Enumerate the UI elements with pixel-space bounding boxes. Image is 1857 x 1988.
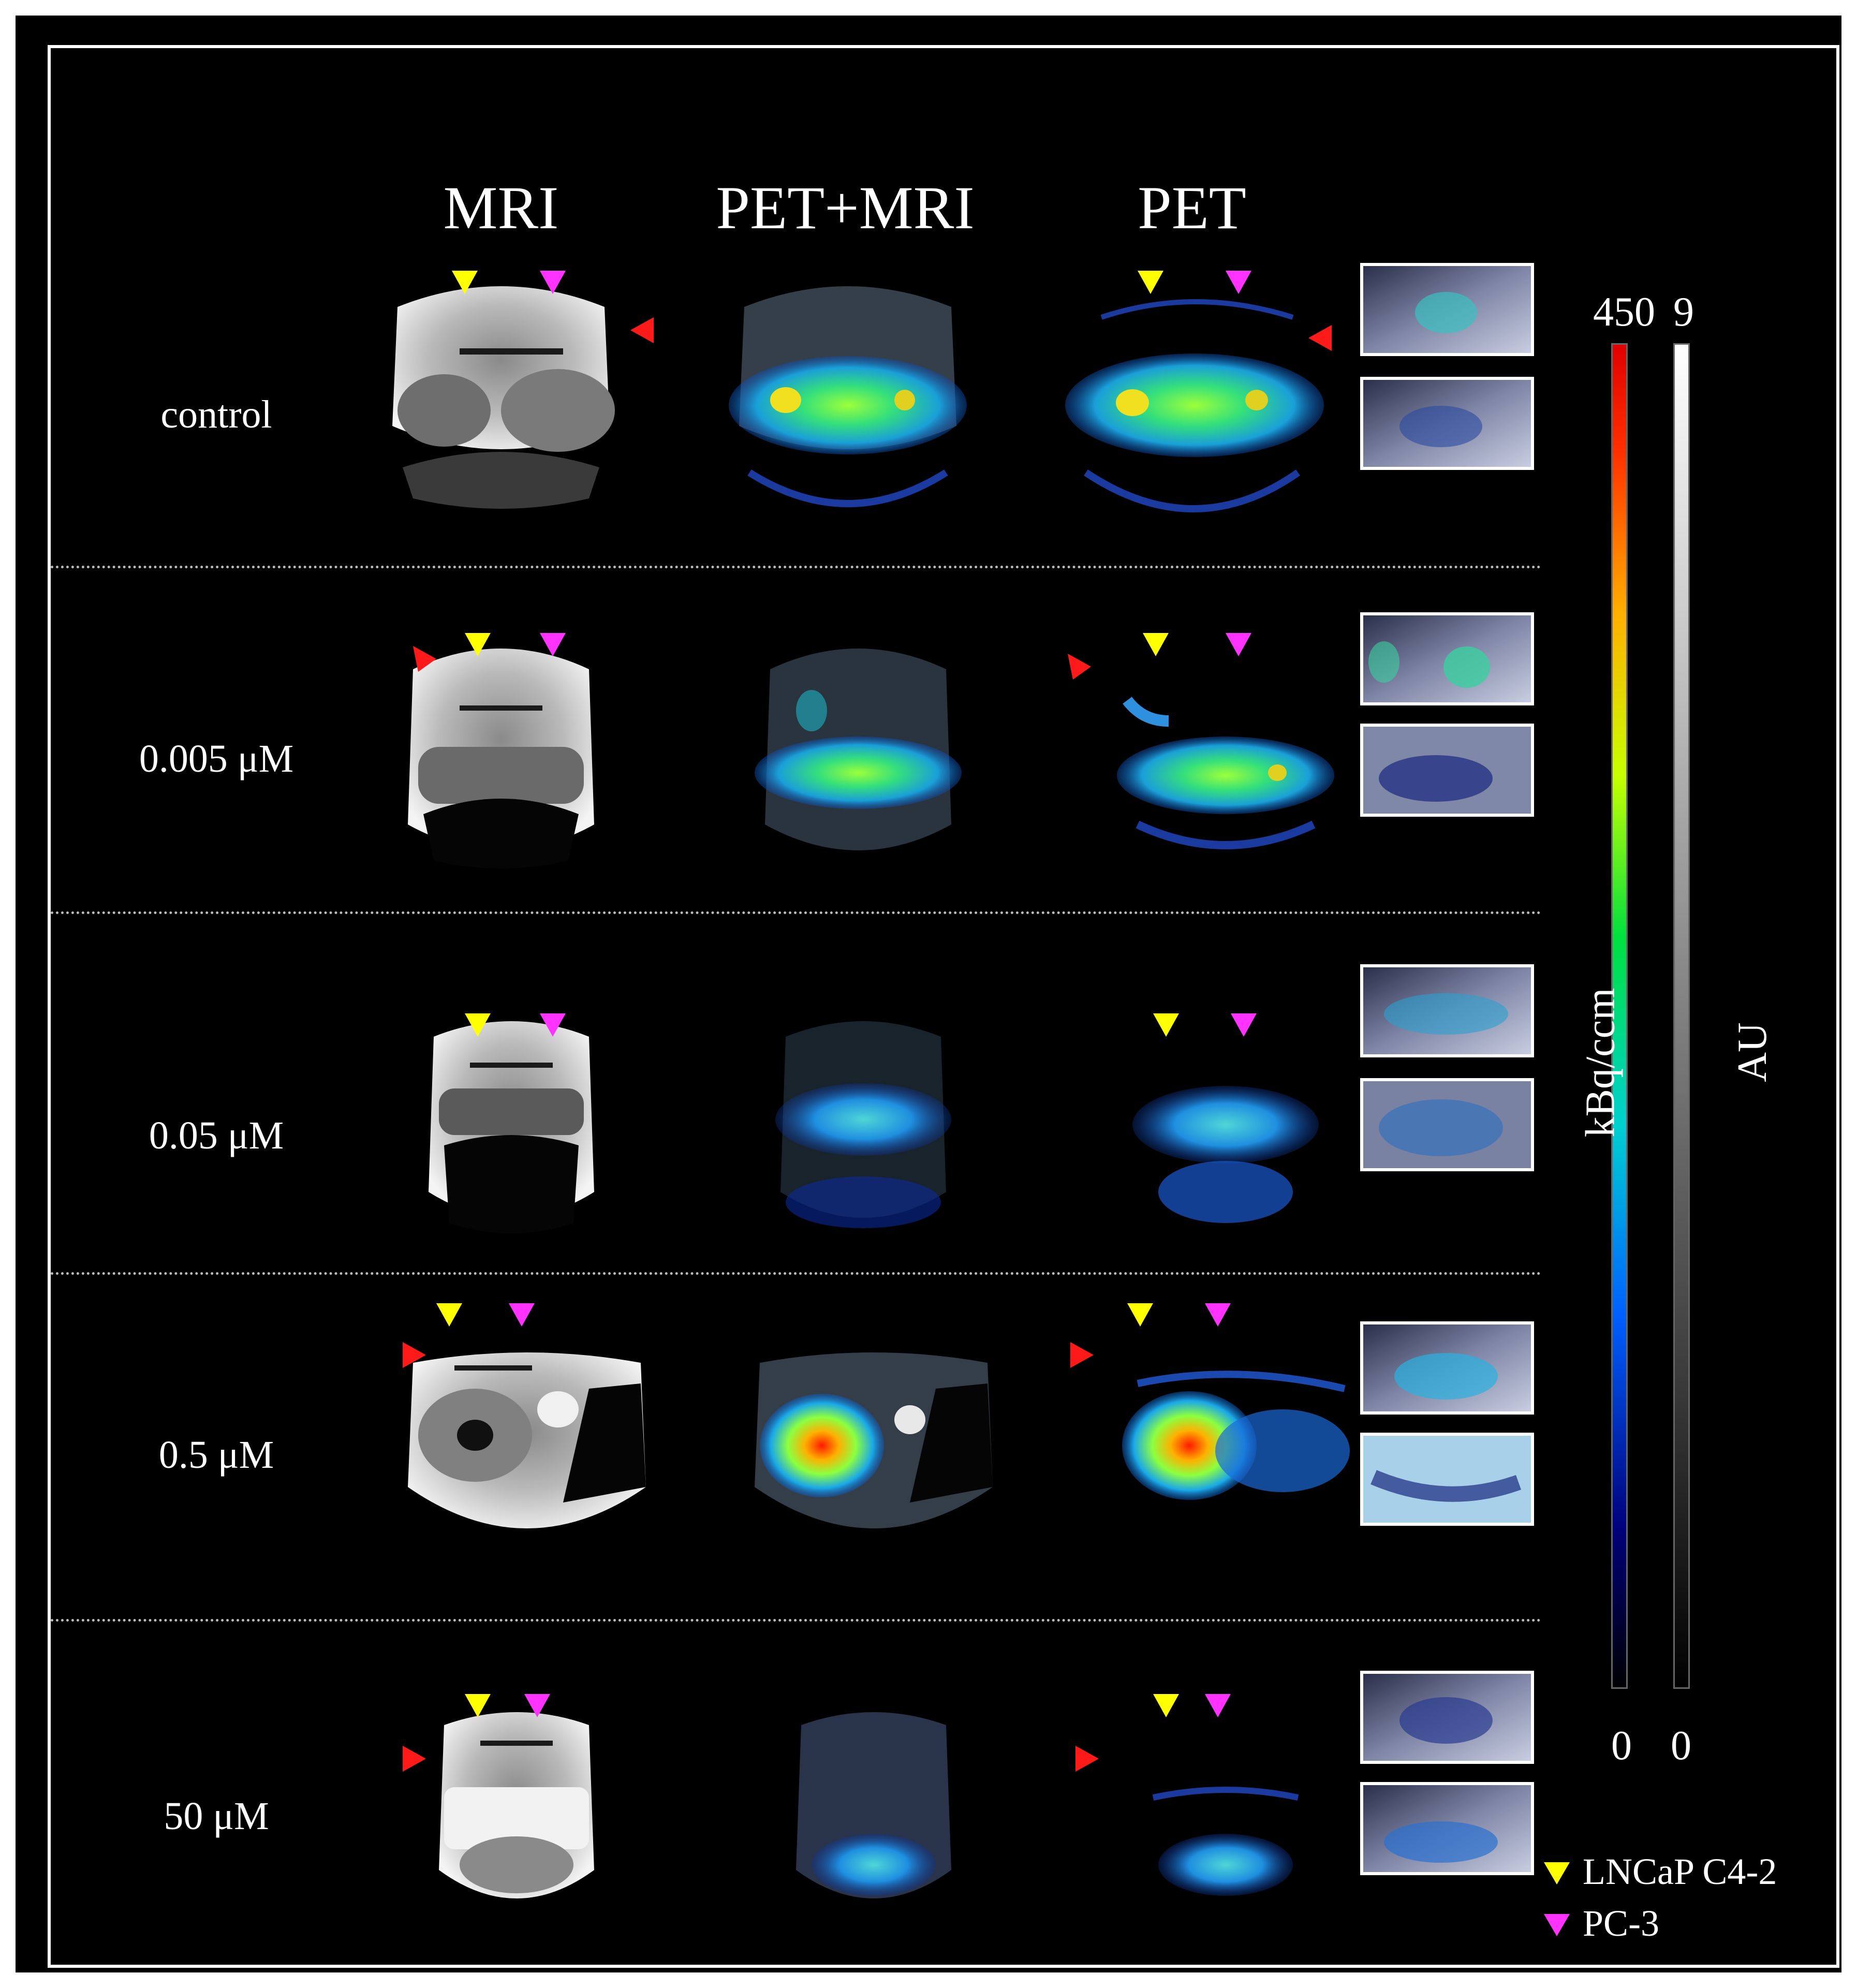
legend-yellow-marker-icon [1544,1862,1570,1884]
pet-scan-0-05 [1132,1086,1319,1223]
colorbar-mri-max-label: 9 [1673,289,1694,335]
column-heading-pet-mri: PET+MRI [716,174,975,242]
red-marker-icon [630,317,654,343]
mri-scan-0-5 [408,1352,646,1528]
red-marker-icon [413,646,436,672]
magenta-marker-icon [524,1694,550,1717]
pet-scan-control [1065,299,1324,512]
row-label-0-5: 0.5 μM [158,1433,274,1477]
magenta-marker-icon [1205,1694,1231,1717]
red-marker-icon [1070,1342,1094,1368]
pet-mri-scan-0-05 [775,1021,951,1228]
yellow-marker-icon [436,1303,462,1327]
mri-scan-control [392,286,615,509]
colorbar-mri-title: AU [1729,1022,1775,1082]
thumbnail-0-5-bottom [1360,1433,1534,1526]
red-marker-icon [1308,325,1332,351]
pet-mri-scan-0-005 [755,649,962,850]
column-heading-pet: PET [1138,174,1246,242]
legend-magenta-marker-icon [1544,1914,1570,1936]
red-marker-icon [1068,654,1091,680]
colorbar-pet-title: kBq/ccm [1578,988,1624,1138]
row-label-control: control [160,393,272,436]
colorbar-pet [1611,343,1628,1689]
thumbnail-0-005-bottom [1360,724,1534,817]
thumbnail-control-top [1360,263,1534,356]
magenta-marker-icon [1226,633,1251,656]
colorbar-pet-max-label: 450 [1593,289,1655,335]
thumbnail-0-005-top [1360,612,1534,705]
magenta-marker-icon [1226,271,1251,294]
yellow-marker-icon [1153,1694,1179,1717]
mri-scan-50 [439,1712,594,1898]
pet-scan-0-005 [1117,697,1334,849]
yellow-marker-icon [465,1694,491,1717]
pet-mri-scan-50 [796,1712,951,1898]
thumbnail-0-05-bottom [1360,1078,1534,1171]
magenta-marker-icon [540,271,566,294]
row-divider [51,1619,1541,1622]
yellow-marker-icon [1143,633,1169,656]
yellow-marker-icon [1127,1303,1153,1327]
red-marker-icon [403,1342,426,1368]
thumbnail-50-bottom [1360,1782,1534,1875]
yellow-marker-icon [1138,271,1163,294]
row-label-0-05: 0.05 μM [149,1114,284,1157]
pet-mri-scan-0-5 [755,1352,993,1528]
yellow-marker-icon [465,1013,491,1037]
row-divider [51,911,1541,914]
magenta-marker-icon [509,1303,535,1327]
colorbar-pet-min-label: 0 [1611,1723,1632,1769]
magenta-marker-icon [540,633,566,656]
red-marker-icon [1075,1746,1099,1772]
pet-mri-scan-control [729,286,967,507]
colorbar-mri [1673,343,1690,1689]
row-label-0-005: 0.005 μM [139,737,294,781]
marker-layer [403,271,1332,1772]
yellow-marker-icon [452,271,478,294]
row-label-50: 50 μM [164,1794,269,1838]
yellow-marker-icon [465,633,491,656]
row-divider [51,566,1541,568]
magenta-marker-icon [1205,1303,1231,1327]
figure-frame: MRI PET+MRI PET control 0.005 μM 0.05 μM… [16,16,1841,1972]
thumbnail-control-bottom [1360,377,1534,470]
colorbar-mri-min-label: 0 [1671,1723,1691,1769]
red-marker-icon [403,1746,426,1772]
magenta-marker-icon [540,1013,566,1037]
figure-panel: MRI PET+MRI PET control 0.005 μM 0.05 μM… [48,45,1839,1968]
pet-scan-0-5 [1122,1371,1350,1500]
mri-scan-0-005 [408,649,594,868]
pet-scan-50 [1152,1787,1299,1896]
mri-scan-0-05 [429,1021,594,1233]
legend-label-lncap: LNCaP C4-2 [1583,1851,1777,1892]
yellow-marker-icon [1153,1013,1179,1037]
magenta-marker-icon [1231,1013,1257,1037]
row-divider [51,1272,1541,1275]
column-heading-mri: MRI [443,174,559,242]
thumbnail-50-top [1360,1671,1534,1764]
thumbnail-0-05-top [1360,964,1534,1057]
legend-label-pc3: PC-3 [1583,1903,1660,1944]
thumbnail-0-5-top [1360,1321,1534,1415]
